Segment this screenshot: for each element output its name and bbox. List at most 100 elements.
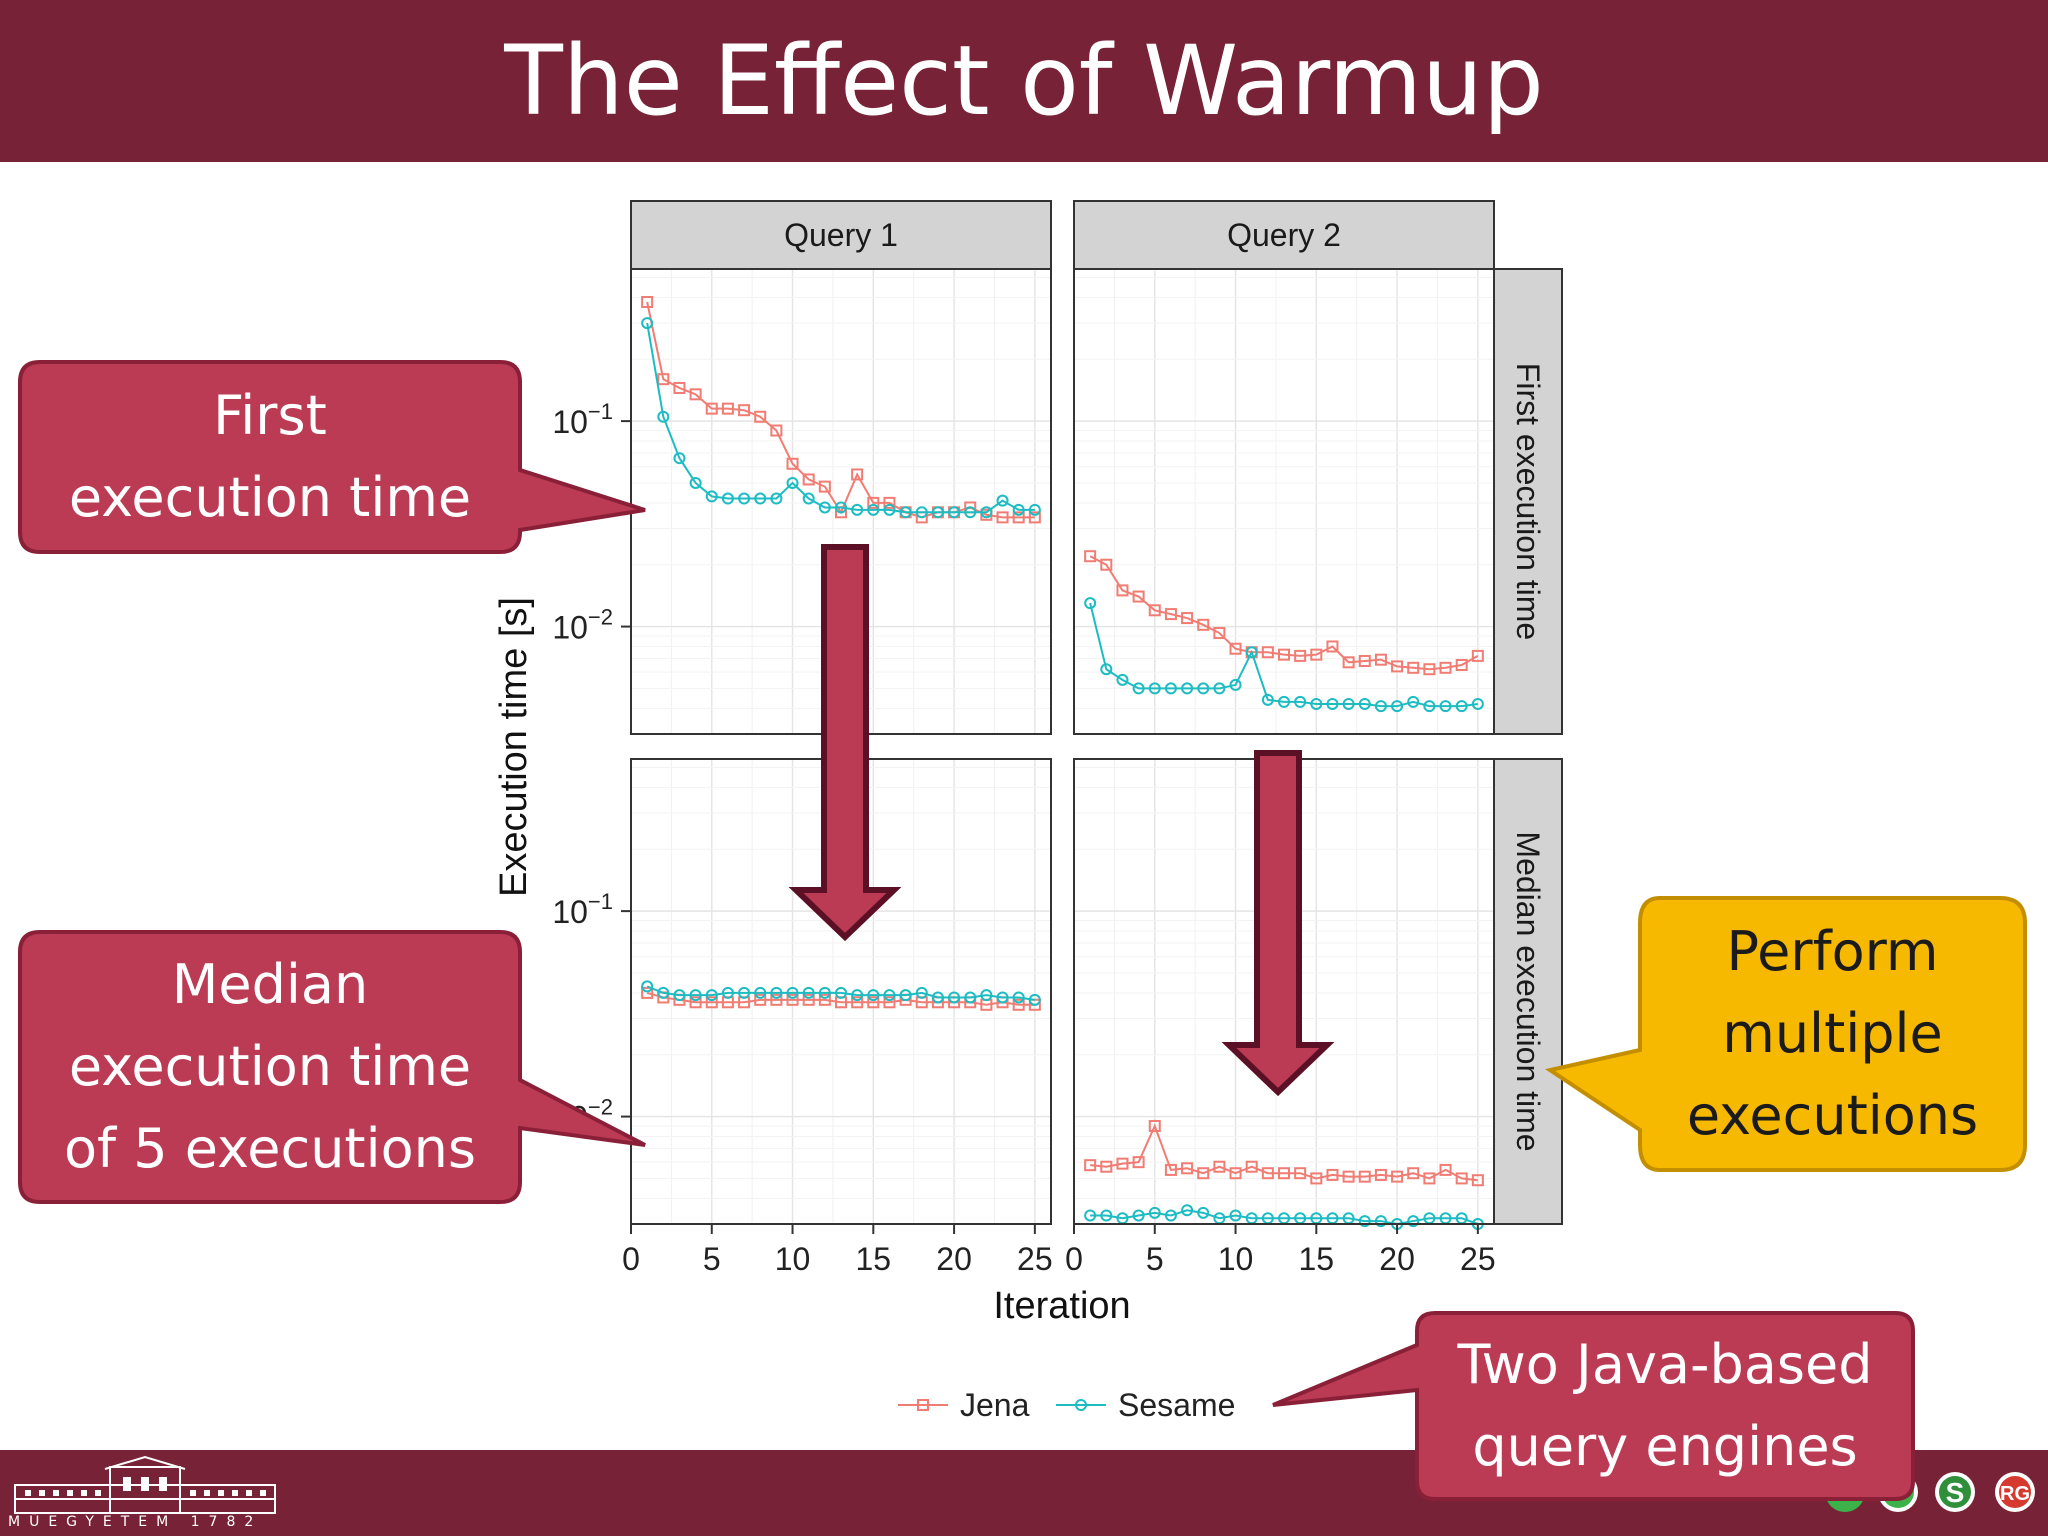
data-point-sesame — [948, 506, 961, 519]
strip-label-query-2: Query 2 — [1227, 217, 1341, 253]
data-point-jena — [1213, 627, 1226, 640]
data-point-sesame — [802, 492, 815, 505]
x-tick-label: 15 — [1299, 1241, 1335, 1277]
data-point-jena — [705, 402, 718, 415]
data-point-sesame — [1423, 700, 1436, 713]
data-point-jena — [1294, 1167, 1307, 1180]
data-point-sesame — [915, 986, 928, 999]
data-point-sesame — [1358, 697, 1371, 710]
data-point-sesame — [705, 490, 718, 503]
x-tick-label: 10 — [1218, 1241, 1254, 1277]
panel-query-1-median-background — [631, 759, 1051, 1224]
data-point-jena — [1148, 604, 1161, 617]
strip-first-execution-time — [1493, 268, 1563, 735]
data-point-sesame — [1261, 693, 1274, 706]
data-point-sesame — [1148, 682, 1161, 695]
legend-marker-jena — [917, 1399, 929, 1411]
data-point-jena — [1391, 660, 1404, 673]
data-point-sesame — [851, 989, 864, 1002]
data-point-sesame — [705, 989, 718, 1002]
data-point-sesame — [851, 503, 864, 516]
data-point-sesame — [899, 989, 912, 1002]
data-point-jena — [738, 404, 751, 417]
panel-query-2-median-background — [1074, 759, 1494, 1224]
data-point-sesame — [673, 989, 686, 1002]
data-point-sesame — [1181, 682, 1194, 695]
data-point-jena — [1012, 511, 1025, 524]
data-point-sesame — [1100, 1209, 1113, 1222]
data-point-jena — [1455, 659, 1468, 672]
university-building-logo — [14, 1455, 276, 1514]
data-point-jena — [883, 496, 896, 509]
data-point-sesame — [1132, 1209, 1145, 1222]
data-point-jena — [818, 480, 831, 493]
data-point-sesame — [770, 986, 783, 999]
x-tick-label: 10 — [775, 1241, 811, 1277]
callout-perform-multiple: Perform multiple executions — [1686, 920, 1979, 1147]
x-tick-label: 20 — [1379, 1241, 1415, 1277]
data-point-sesame — [1012, 991, 1025, 1004]
data-point-jena — [754, 993, 767, 1006]
data-point-sesame — [1028, 503, 1041, 516]
data-point-jena — [1294, 649, 1307, 662]
data-point-sesame — [1358, 1215, 1371, 1228]
data-point-sesame — [1294, 695, 1307, 708]
data-point-sesame — [786, 476, 799, 489]
data-point-sesame — [915, 506, 928, 519]
data-point-jena — [657, 373, 670, 386]
data-point-jena — [770, 993, 783, 1006]
x-tick-label: 20 — [936, 1241, 972, 1277]
data-point-sesame — [1197, 1206, 1210, 1219]
data-point-jena — [1278, 1167, 1290, 1180]
data-point-jena — [786, 993, 799, 1006]
data-point-sesame — [883, 989, 896, 1002]
data-point-sesame — [1407, 1215, 1420, 1228]
data-point-jena — [1132, 590, 1145, 603]
data-point-sesame — [770, 492, 783, 505]
data-point-jena — [1439, 661, 1452, 674]
data-point-jena — [1229, 1167, 1242, 1180]
data-point-jena — [867, 996, 880, 1009]
data-point-jena — [1213, 1160, 1226, 1173]
data-point-jena — [1164, 1163, 1177, 1176]
strip-label-query-1: Query 1 — [784, 217, 898, 253]
data-point-jena — [689, 996, 702, 1009]
title-bar — [0, 0, 2048, 162]
series-line-jena — [1090, 1123, 1478, 1182]
series-line-sesame — [1090, 1209, 1479, 1226]
data-point-jena — [786, 457, 799, 470]
y-axis-title: Execution time [s] — [493, 597, 535, 897]
data-point-sesame — [1164, 682, 1177, 695]
data-point-sesame — [1391, 700, 1404, 713]
callout-first-execution: First execution time — [68, 384, 472, 529]
data-point-jena — [1197, 1167, 1210, 1180]
data-point-sesame — [1148, 1206, 1161, 1219]
data-point-sesame — [1471, 697, 1484, 710]
data-point-jena — [1310, 1172, 1323, 1185]
data-point-jena — [1342, 1170, 1355, 1183]
data-point-sesame — [931, 991, 944, 1004]
data-point-jena — [1100, 558, 1113, 571]
data-point-jena — [1245, 1160, 1258, 1173]
data-point-sesame — [738, 492, 751, 505]
data-point-jena — [705, 996, 718, 1009]
data-point-jena — [1374, 653, 1387, 666]
callout-java-engines: Two Java-based query engines — [1457, 1333, 1873, 1478]
data-point-jena — [721, 402, 734, 415]
data-point-sesame — [980, 506, 993, 519]
data-point-jena — [1132, 1156, 1145, 1169]
data-point-sesame — [1213, 682, 1226, 695]
data-point-sesame — [738, 986, 751, 999]
data-point-sesame — [754, 492, 767, 505]
data-point-sesame — [1084, 597, 1097, 610]
series-line-jena — [1089, 555, 1479, 671]
data-point-jena — [802, 993, 815, 1006]
strip-label-median-execution-time: Median execution time — [1510, 831, 1546, 1151]
data-point-jena — [754, 410, 767, 423]
data-point-sesame — [1164, 1209, 1177, 1222]
data-point-sesame — [948, 991, 961, 1004]
data-point-sesame — [1229, 678, 1242, 691]
data-point-jena — [1455, 1172, 1468, 1185]
x-axis-title: Iteration — [993, 1285, 1130, 1327]
